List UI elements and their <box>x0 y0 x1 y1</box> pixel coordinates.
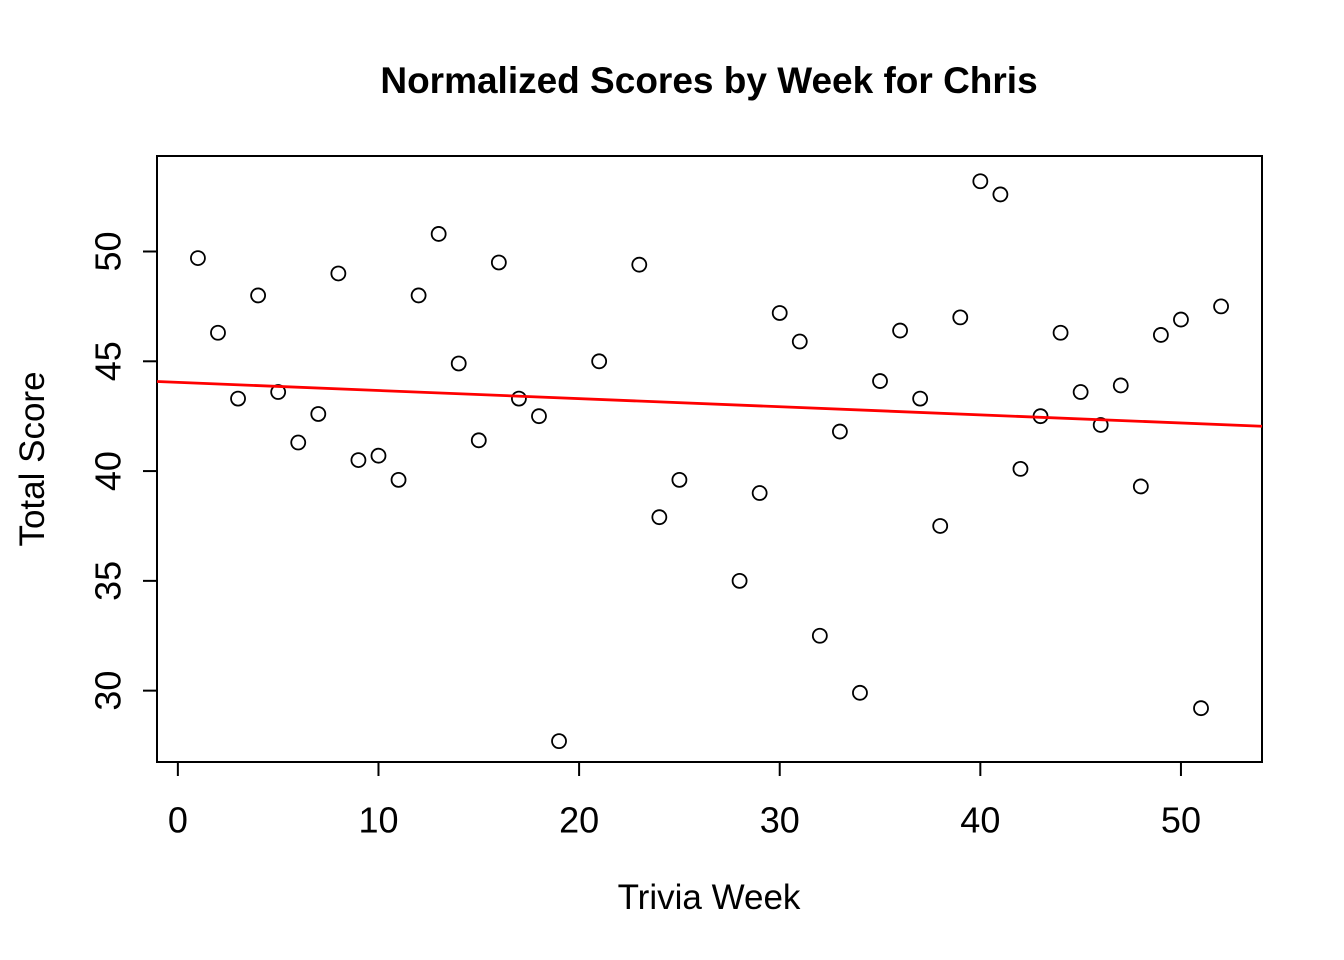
y-axis-label: Total Score <box>13 371 52 546</box>
y-axis: 30 35 40 45 50 <box>88 231 157 711</box>
data-point <box>1152 327 1169 343</box>
x-tick-label: 10 <box>358 800 398 841</box>
data-point <box>250 287 267 304</box>
data-point <box>791 333 808 350</box>
x-tick-label: 0 <box>168 800 188 841</box>
data-point <box>330 265 347 282</box>
data-point <box>731 572 748 589</box>
x-axis: 0 10 20 30 40 50 <box>168 762 1201 841</box>
data-point <box>972 173 989 190</box>
data-point <box>1132 478 1149 495</box>
data-point <box>430 226 447 242</box>
y-tick-label: 45 <box>88 341 129 381</box>
data-point <box>1173 311 1189 328</box>
y-tick-label: 40 <box>88 451 129 491</box>
data-point <box>992 186 1009 203</box>
data-point <box>410 287 427 304</box>
data-point <box>591 353 608 370</box>
data-point <box>450 355 467 372</box>
data-point <box>531 408 547 425</box>
data-point <box>751 485 768 501</box>
data-point <box>470 432 487 449</box>
y-tick-label: 30 <box>88 671 129 711</box>
data-point <box>872 373 888 389</box>
data-point <box>350 452 367 468</box>
data-point <box>852 684 868 701</box>
data-point <box>1012 460 1029 477</box>
x-tick-label: 40 <box>960 800 1000 841</box>
data-point <box>511 390 527 407</box>
x-tick-label: 20 <box>559 800 599 841</box>
data-point <box>190 250 206 266</box>
data-point <box>210 324 226 341</box>
data-point <box>1213 298 1229 315</box>
data-point <box>912 390 929 407</box>
data-point <box>811 627 828 644</box>
data-point <box>631 256 648 273</box>
data-point <box>290 434 307 451</box>
data-point <box>390 471 407 488</box>
data-point <box>1092 417 1109 433</box>
data-point <box>490 254 507 271</box>
data-point <box>771 305 788 321</box>
data-point <box>370 447 387 464</box>
data-point <box>310 406 327 422</box>
data-point <box>932 518 949 534</box>
scatter-points <box>190 173 1229 750</box>
data-point <box>651 509 668 526</box>
data-point <box>1052 324 1069 341</box>
data-point <box>671 471 688 488</box>
x-axis-label: Trivia Week <box>618 878 801 917</box>
x-tick-label: 30 <box>760 800 800 841</box>
x-tick-label: 50 <box>1161 800 1201 841</box>
data-point <box>551 733 567 750</box>
data-point <box>1112 377 1129 394</box>
plot-box <box>156 155 1263 763</box>
data-point <box>1193 700 1209 717</box>
trend-line-group <box>156 380 1263 428</box>
chart-title: Normalized Scores by Week for Chris <box>380 60 1037 101</box>
y-tick-label: 50 <box>88 231 129 271</box>
data-point <box>892 322 908 339</box>
data-point <box>1072 384 1089 400</box>
data-point <box>230 390 246 407</box>
trend-line <box>156 380 1263 428</box>
data-point <box>832 423 848 440</box>
data-point <box>952 309 969 326</box>
y-tick-label: 35 <box>88 561 129 601</box>
